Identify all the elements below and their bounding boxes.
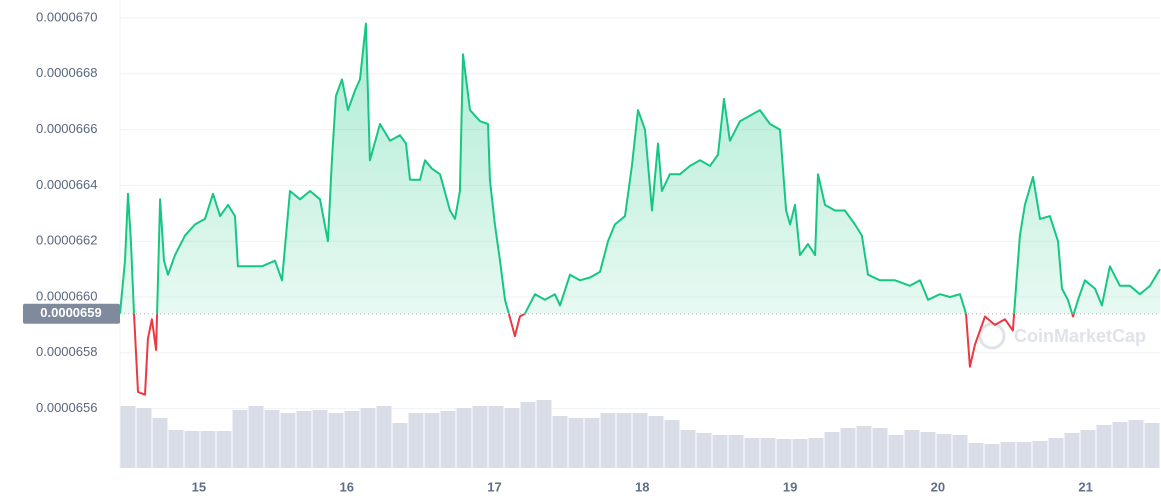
- volume-bar: [1128, 420, 1144, 468]
- volume-bar: [984, 444, 1000, 468]
- volume-bar: [904, 430, 920, 468]
- volume-bar: [1000, 442, 1016, 468]
- x-tick-label: 21: [1078, 479, 1092, 494]
- volume-bar: [1032, 441, 1048, 468]
- volume-bar: [1096, 425, 1112, 468]
- reference-label: 0.0000659: [40, 305, 101, 320]
- x-tick-label: 17: [487, 479, 501, 494]
- volume-bar: [152, 418, 168, 468]
- volume-bar: [136, 408, 152, 468]
- volume-bar: [728, 435, 744, 468]
- volume-bar: [1048, 438, 1064, 468]
- watermark: CoinMarketCap: [978, 322, 1146, 350]
- volume-bar: [1016, 442, 1032, 468]
- watermark-text: CoinMarketCap: [1014, 326, 1146, 346]
- volume-bar: [584, 418, 600, 468]
- volume-bar: [760, 438, 776, 468]
- volume-bar: [968, 443, 984, 468]
- volume-bar: [216, 431, 232, 468]
- y-tick-label: 0.0000662: [36, 233, 97, 248]
- y-tick-label: 0.0000660: [36, 288, 97, 303]
- volume-bar: [568, 418, 584, 468]
- volume-bar: [744, 438, 760, 468]
- volume-bar: [824, 432, 840, 468]
- volume-bar: [920, 432, 936, 468]
- y-tick-label: 0.0000670: [36, 9, 97, 24]
- volume-bar: [1064, 433, 1080, 468]
- volume-bar: [616, 413, 632, 468]
- volume-bar: [424, 413, 440, 468]
- volume-bar: [408, 413, 424, 468]
- volume-bar: [776, 439, 792, 468]
- volume-bar: [600, 413, 616, 468]
- volume-bar: [536, 400, 552, 468]
- volume-bar: [1080, 430, 1096, 468]
- volume-bar: [664, 420, 680, 468]
- volume-bar: [296, 411, 312, 468]
- volume-bar: [1112, 422, 1128, 468]
- volume-bar: [376, 406, 392, 468]
- volume-bar: [712, 435, 728, 468]
- volume-bar: [504, 408, 520, 468]
- volume-bar: [168, 430, 184, 468]
- y-tick-label: 0.0000656: [36, 400, 97, 415]
- volume-bar: [936, 434, 952, 468]
- price-line-below: [120, 313, 1075, 396]
- volume-bar: [488, 406, 504, 468]
- volume-bar: [344, 411, 360, 468]
- volume-bar: [888, 435, 904, 468]
- volume-bar: [680, 430, 696, 468]
- volume-bar: [552, 416, 568, 468]
- y-tick-label: 0.0000668: [36, 65, 97, 80]
- volume-bar: [856, 426, 872, 468]
- y-tick-label: 0.0000666: [36, 121, 97, 136]
- volume-bar: [392, 423, 408, 468]
- volume-bar: [440, 411, 456, 468]
- x-tick-label: 15: [192, 479, 206, 494]
- volume-bar: [520, 402, 536, 468]
- volume-bar: [200, 431, 216, 468]
- price-line: [120, 22, 1161, 314]
- x-tick-label: 18: [635, 479, 649, 494]
- volume-bar: [632, 413, 648, 468]
- volume-bar: [248, 406, 264, 468]
- y-tick-label: 0.0000664: [36, 177, 97, 192]
- volume-bar: [120, 406, 136, 468]
- volume-bar: [840, 428, 856, 468]
- y-tick-label: 0.0000658: [36, 344, 97, 359]
- volume-bar: [1144, 423, 1160, 468]
- reference-label-box: [23, 303, 120, 324]
- volume-bar: [808, 438, 824, 468]
- volume-bar: [792, 439, 808, 468]
- volume-bar: [328, 413, 344, 468]
- volume-bar: [472, 406, 488, 468]
- volume-bar: [264, 410, 280, 468]
- volume-bar: [952, 435, 968, 468]
- volume-bar: [232, 410, 248, 468]
- volume-bar: [648, 416, 664, 468]
- volume-bar: [456, 408, 472, 468]
- volume-bar: [696, 433, 712, 468]
- x-tick-label: 16: [339, 479, 353, 494]
- volume-bar: [872, 428, 888, 468]
- x-tick-label: 20: [931, 479, 945, 494]
- volume-bar: [312, 410, 328, 468]
- volume-bar: [184, 431, 200, 468]
- price-area: [120, 23, 1160, 314]
- volume-bar: [360, 408, 376, 468]
- x-tick-label: 19: [783, 479, 797, 494]
- volume-bar: [280, 413, 296, 468]
